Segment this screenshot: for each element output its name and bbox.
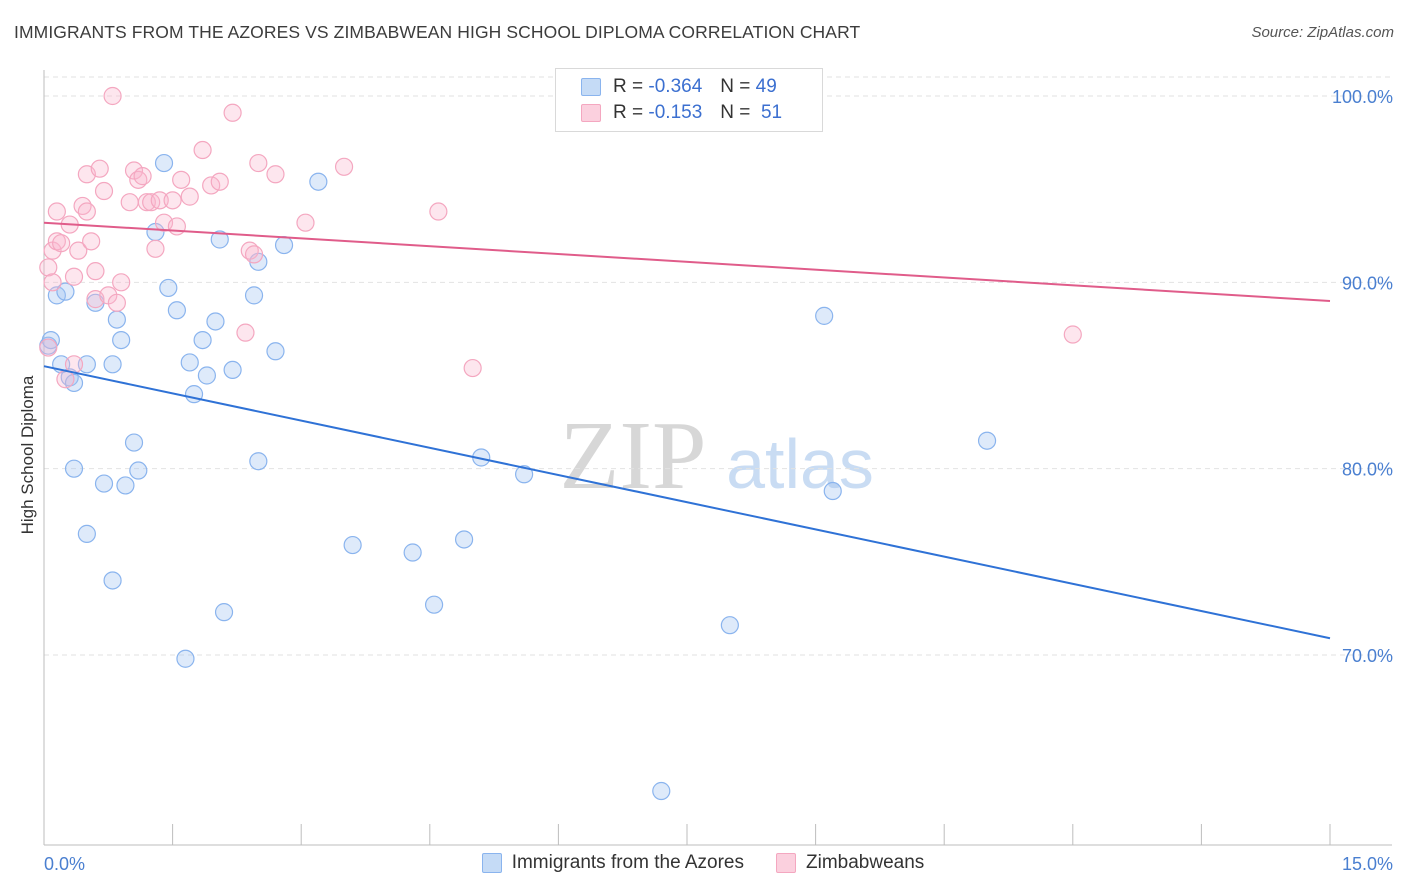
stats-row-zimbabweans: R = -0.153 N = 51 — [581, 101, 782, 125]
point-zimbabweans — [181, 188, 198, 205]
point-zimbabweans — [40, 259, 57, 276]
point-azores — [267, 343, 284, 360]
stats-n-label: N = — [720, 76, 750, 98]
point-zimbabweans — [336, 158, 353, 175]
point-azores — [168, 302, 185, 319]
point-zimbabweans — [44, 274, 61, 291]
watermark-zip: ZIP — [560, 402, 707, 510]
point-zimbabweans — [134, 168, 151, 185]
point-zimbabweans — [83, 233, 100, 250]
point-zimbabweans — [211, 173, 228, 190]
point-azores — [104, 572, 121, 589]
tick-labels: 70.0%80.0%90.0%100.0%0.0%15.0% — [44, 87, 1393, 874]
point-azores — [117, 477, 134, 494]
point-zimbabweans — [121, 194, 138, 211]
point-zimbabweans — [464, 360, 481, 377]
point-azores — [816, 307, 833, 324]
stats-n-label: N = — [720, 102, 750, 124]
point-zimbabweans — [1064, 326, 1081, 343]
point-azores — [66, 460, 83, 477]
stats-r-value: -0.364 — [648, 76, 702, 98]
point-azores — [130, 462, 147, 479]
point-zimbabweans — [173, 171, 190, 188]
axes — [44, 70, 1392, 845]
stats-legend: R = -0.364 N = 49 R = -0.153 N = 51 — [555, 68, 823, 132]
point-azores — [456, 531, 473, 548]
point-azores — [113, 332, 130, 349]
point-azores — [979, 432, 996, 449]
point-zimbabweans — [246, 246, 263, 263]
point-zimbabweans — [168, 218, 185, 235]
point-azores — [207, 313, 224, 330]
stats-r-label: R = — [613, 76, 643, 98]
legend-swatch-azores — [482, 853, 502, 873]
point-azores — [194, 332, 211, 349]
point-azores — [246, 287, 263, 304]
stats-row-azores: R = -0.364 N = 49 — [581, 75, 777, 99]
legend-item-zimbabweans[interactable]: Zimbabweans — [776, 852, 924, 874]
point-zimbabweans — [267, 166, 284, 183]
point-azores — [653, 783, 670, 800]
point-azores — [78, 525, 95, 542]
grid — [44, 77, 1392, 655]
point-azores — [160, 279, 177, 296]
point-zimbabweans — [250, 155, 267, 172]
point-zimbabweans — [194, 142, 211, 159]
point-zimbabweans — [237, 324, 254, 341]
point-azores — [721, 617, 738, 634]
point-zimbabweans — [164, 192, 181, 209]
point-zimbabweans — [48, 203, 65, 220]
point-azores — [426, 596, 443, 613]
point-azores — [181, 354, 198, 371]
point-azores — [276, 237, 293, 254]
point-azores — [404, 544, 421, 561]
point-zimbabweans — [104, 88, 121, 105]
series-legend: Immigrants from the Azores Zimbabweans — [0, 852, 1406, 874]
point-zimbabweans — [40, 339, 57, 356]
point-zimbabweans — [108, 294, 125, 311]
point-zimbabweans — [430, 203, 447, 220]
point-azores — [126, 434, 143, 451]
point-zimbabweans — [224, 104, 241, 121]
y-tick-label: 100.0% — [1332, 87, 1393, 107]
point-zimbabweans — [53, 235, 70, 252]
point-azores — [198, 367, 215, 384]
point-zimbabweans — [78, 203, 95, 220]
stats-n-value: 51 — [761, 102, 782, 124]
y-tick-label: 70.0% — [1342, 646, 1393, 666]
y-tick-label: 80.0% — [1342, 460, 1393, 480]
point-zimbabweans — [297, 214, 314, 231]
point-zimbabweans — [113, 274, 130, 291]
point-azores — [250, 453, 267, 470]
point-azores — [156, 155, 173, 172]
legend-label-azores: Immigrants from the Azores — [512, 852, 744, 874]
point-zimbabweans — [147, 240, 164, 257]
stats-r-label: R = — [613, 102, 643, 124]
point-azores — [824, 483, 841, 500]
trend-line-zimbabweans — [44, 223, 1330, 301]
point-azores — [216, 604, 233, 621]
point-azores — [310, 173, 327, 190]
point-azores — [177, 650, 194, 667]
point-azores — [344, 537, 361, 554]
point-zimbabweans — [66, 268, 83, 285]
point-zimbabweans — [57, 371, 74, 388]
legend-swatch-zimbabweans — [776, 853, 796, 873]
legend-item-azores[interactable]: Immigrants from the Azores — [482, 852, 744, 874]
stats-n-value: 49 — [756, 76, 777, 98]
point-azores — [104, 356, 121, 373]
legend-label-zimbabweans: Zimbabweans — [806, 852, 924, 874]
y-tick-label: 90.0% — [1342, 273, 1393, 293]
stats-swatch-azores — [581, 78, 601, 96]
point-azores — [224, 361, 241, 378]
point-zimbabweans — [96, 183, 113, 200]
watermark-atlas: atlas — [726, 425, 874, 503]
point-azores — [96, 475, 113, 492]
point-azores — [108, 311, 125, 328]
stats-r-value: -0.153 — [648, 102, 702, 124]
stats-swatch-zimbabweans — [581, 104, 601, 122]
point-zimbabweans — [91, 160, 108, 177]
point-zimbabweans — [87, 263, 104, 280]
